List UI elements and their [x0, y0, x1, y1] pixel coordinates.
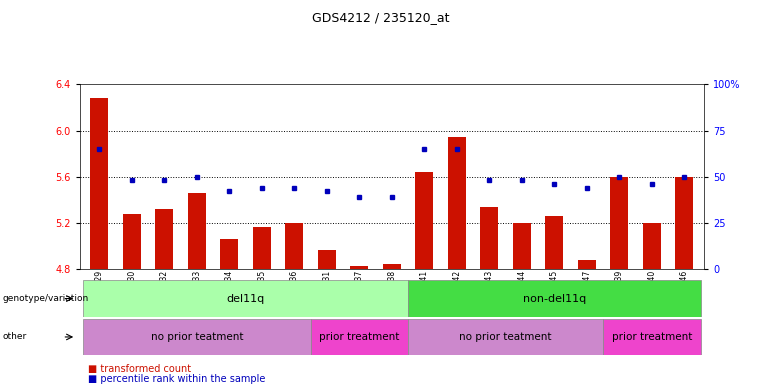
Bar: [448, 137, 466, 269]
Bar: [408, 319, 603, 355]
Bar: [318, 250, 336, 269]
Bar: [676, 177, 693, 269]
Text: genotype/variation: genotype/variation: [2, 294, 88, 303]
Bar: [188, 193, 205, 269]
Bar: [610, 177, 629, 269]
Bar: [603, 319, 701, 355]
Bar: [546, 216, 563, 269]
Bar: [480, 207, 498, 269]
Text: non-del11q: non-del11q: [523, 293, 586, 304]
Bar: [285, 223, 304, 269]
Text: prior treatment: prior treatment: [612, 332, 692, 342]
Bar: [513, 223, 531, 269]
Text: other: other: [2, 333, 27, 341]
Text: del11q: del11q: [227, 293, 265, 304]
Text: ■ percentile rank within the sample: ■ percentile rank within the sample: [88, 374, 265, 384]
Text: ■ transformed count: ■ transformed count: [88, 364, 191, 374]
Bar: [578, 260, 596, 269]
Text: no prior teatment: no prior teatment: [151, 332, 244, 342]
Text: no prior teatment: no prior teatment: [460, 332, 552, 342]
Bar: [221, 239, 238, 269]
Bar: [155, 209, 174, 269]
Bar: [643, 223, 661, 269]
Bar: [351, 266, 368, 269]
Bar: [383, 264, 401, 269]
Text: GDS4212 / 235120_at: GDS4212 / 235120_at: [312, 12, 449, 25]
Bar: [408, 280, 701, 317]
Bar: [83, 280, 408, 317]
Bar: [310, 319, 408, 355]
Bar: [123, 214, 141, 269]
Text: prior treatment: prior treatment: [319, 332, 400, 342]
Bar: [416, 172, 433, 269]
Bar: [83, 319, 310, 355]
Bar: [253, 227, 271, 269]
Bar: [91, 98, 108, 269]
